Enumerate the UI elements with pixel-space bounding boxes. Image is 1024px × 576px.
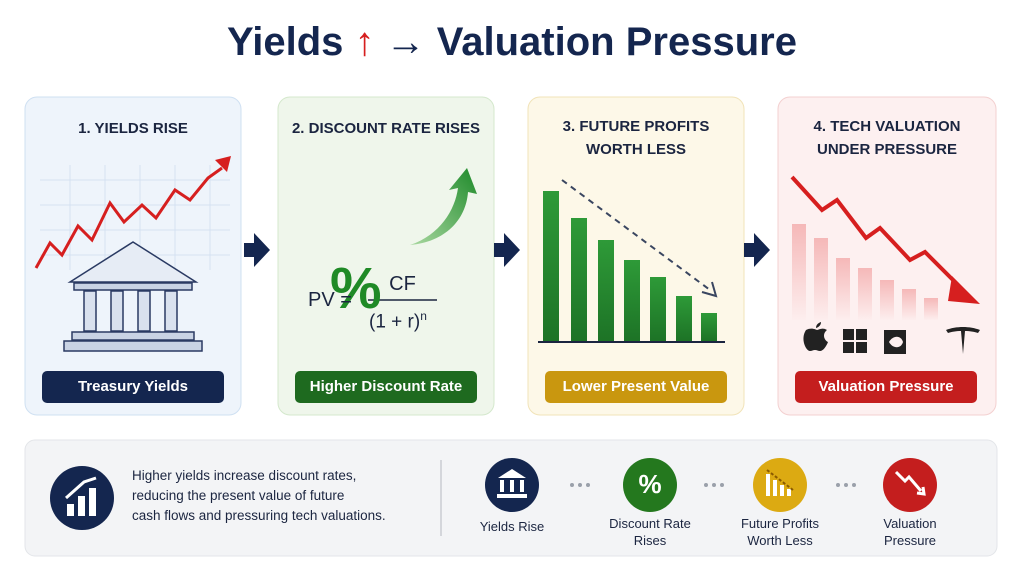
- dashed-trend: [561, 179, 711, 291]
- panel: 1. YIELDS RISE Treasury Yields: [25, 97, 241, 415]
- title: Yields ↑ → Valuation Pressure: [0, 20, 1024, 65]
- step-label-line: Rises: [633, 533, 667, 548]
- step-label-line: Future Profits: [740, 516, 820, 531]
- panel: 4. TECH VALUATION UNDER PRESSURE Valuati…: [778, 97, 996, 415]
- summary-line: cash flows and pressuring tech valuation…: [132, 508, 386, 523]
- title-up-arrow: ↑: [354, 20, 375, 64]
- flow-arrows: [244, 233, 770, 267]
- formula-lhs: PV =: [308, 289, 352, 311]
- panel-label: Lower Present Value: [545, 371, 727, 403]
- step-label: Future Profits Worth Less: [720, 515, 840, 549]
- title-arrow: →: [385, 20, 426, 64]
- rise-arrow: [410, 168, 477, 245]
- arrow-head: [701, 281, 718, 298]
- step-arrow: [894, 470, 926, 496]
- percent-symbol: %: [330, 256, 382, 321]
- panel-heading: 3. FUTURE PROFITS: [562, 118, 710, 135]
- panel-label: Higher Discount Rate: [295, 371, 477, 403]
- denominator-text: (1 + r): [369, 311, 421, 333]
- step-icon: [883, 458, 937, 512]
- step-icon: [623, 458, 677, 512]
- step-bank: [497, 469, 527, 498]
- step-label-line: Discount Rate: [609, 516, 691, 531]
- panel-label: Valuation Pressure: [795, 371, 977, 403]
- decline-line: [790, 175, 960, 287]
- panel-heading: WORTH LESS: [586, 141, 686, 158]
- decline-bars: [543, 191, 717, 341]
- formula-denominator: (1 + r)n: [369, 309, 427, 333]
- summary-text: Higher yields increase discount rates, r…: [132, 466, 386, 526]
- bank-icon: [63, 241, 203, 352]
- summary-icon-bars: [67, 488, 96, 516]
- panel-heading: 4. TECH VALUATION: [813, 118, 961, 135]
- step-label: Discount Rate Rises: [590, 515, 710, 549]
- step-label-line: Worth Less: [747, 533, 813, 548]
- company-logos: [803, 322, 980, 354]
- exponent: n: [420, 309, 427, 323]
- panel-heading: UNDER PRESSURE: [816, 141, 958, 158]
- panel-bg: [777, 96, 997, 416]
- step-bars: [766, 474, 791, 496]
- panel-label: Treasury Yields: [42, 371, 224, 403]
- yield-line: [34, 166, 223, 269]
- title-text: Valuation Pressure: [436, 20, 797, 64]
- step-label-line: Pressure: [883, 533, 937, 548]
- step-label: Valuation Pressure: [850, 515, 970, 549]
- step-icon-text: %: [638, 469, 662, 499]
- summary-line: Higher yields increase discount rates,: [132, 468, 357, 483]
- summary-line: reducing the present value of future: [132, 488, 345, 503]
- panel-heading: 2. DISCOUNT RATE RISES: [291, 120, 481, 137]
- arrow-head: [215, 156, 231, 172]
- panel: 3. FUTURE PROFITS WORTH LESS Lower Prese…: [528, 97, 744, 415]
- faded-bars: [792, 224, 938, 320]
- panel-heading: 1. YIELDS RISE: [78, 120, 188, 137]
- step-label-line: Valuation: [883, 516, 937, 531]
- arrow-head: [948, 276, 980, 304]
- panel: 2. DISCOUNT RATE RISES % PV = CF (1 + r)…: [278, 97, 494, 415]
- step-label: Yields Rise: [479, 519, 545, 534]
- dots: [570, 483, 856, 487]
- title-text: Yields: [227, 20, 344, 64]
- formula-numerator: CF: [389, 273, 416, 295]
